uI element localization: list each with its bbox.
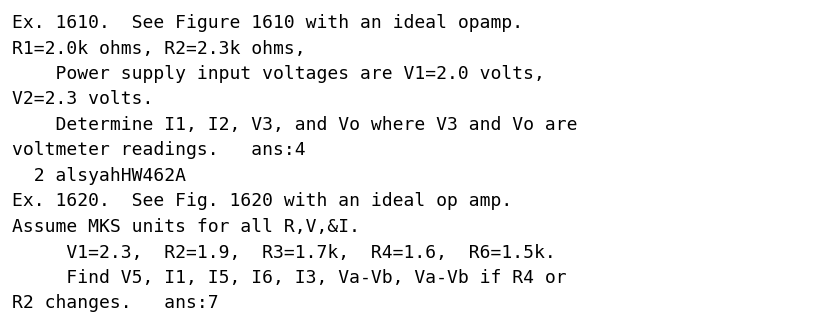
- Text: 2 alsyahHW462A: 2 alsyahHW462A: [12, 167, 186, 185]
- Text: Find V5, I1, I5, I6, I3, Va-Vb, Va-Vb if R4 or: Find V5, I1, I5, I6, I3, Va-Vb, Va-Vb if…: [12, 269, 566, 287]
- Text: V2=2.3 volts.: V2=2.3 volts.: [12, 91, 153, 109]
- Text: Power supply input voltages are V1=2.0 volts,: Power supply input voltages are V1=2.0 v…: [12, 65, 544, 83]
- Text: R1=2.0k ohms, R2=2.3k ohms,: R1=2.0k ohms, R2=2.3k ohms,: [12, 39, 305, 57]
- Text: Ex. 1620.  See Fig. 1620 with an ideal op amp.: Ex. 1620. See Fig. 1620 with an ideal op…: [12, 192, 512, 210]
- Text: V1=2.3,  R2=1.9,  R3=1.7k,  R4=1.6,  R6=1.5k.: V1=2.3, R2=1.9, R3=1.7k, R4=1.6, R6=1.5k…: [12, 243, 555, 262]
- Text: R2 changes.   ans:7: R2 changes. ans:7: [12, 295, 218, 313]
- Text: voltmeter readings.   ans:4: voltmeter readings. ans:4: [12, 142, 305, 160]
- Text: Ex. 1610.  See Figure 1610 with an ideal opamp.: Ex. 1610. See Figure 1610 with an ideal …: [12, 14, 523, 32]
- Text: Determine I1, I2, V3, and Vo where V3 and Vo are: Determine I1, I2, V3, and Vo where V3 an…: [12, 116, 576, 134]
- Text: Assume MKS units for all R,V,&I.: Assume MKS units for all R,V,&I.: [12, 218, 360, 236]
